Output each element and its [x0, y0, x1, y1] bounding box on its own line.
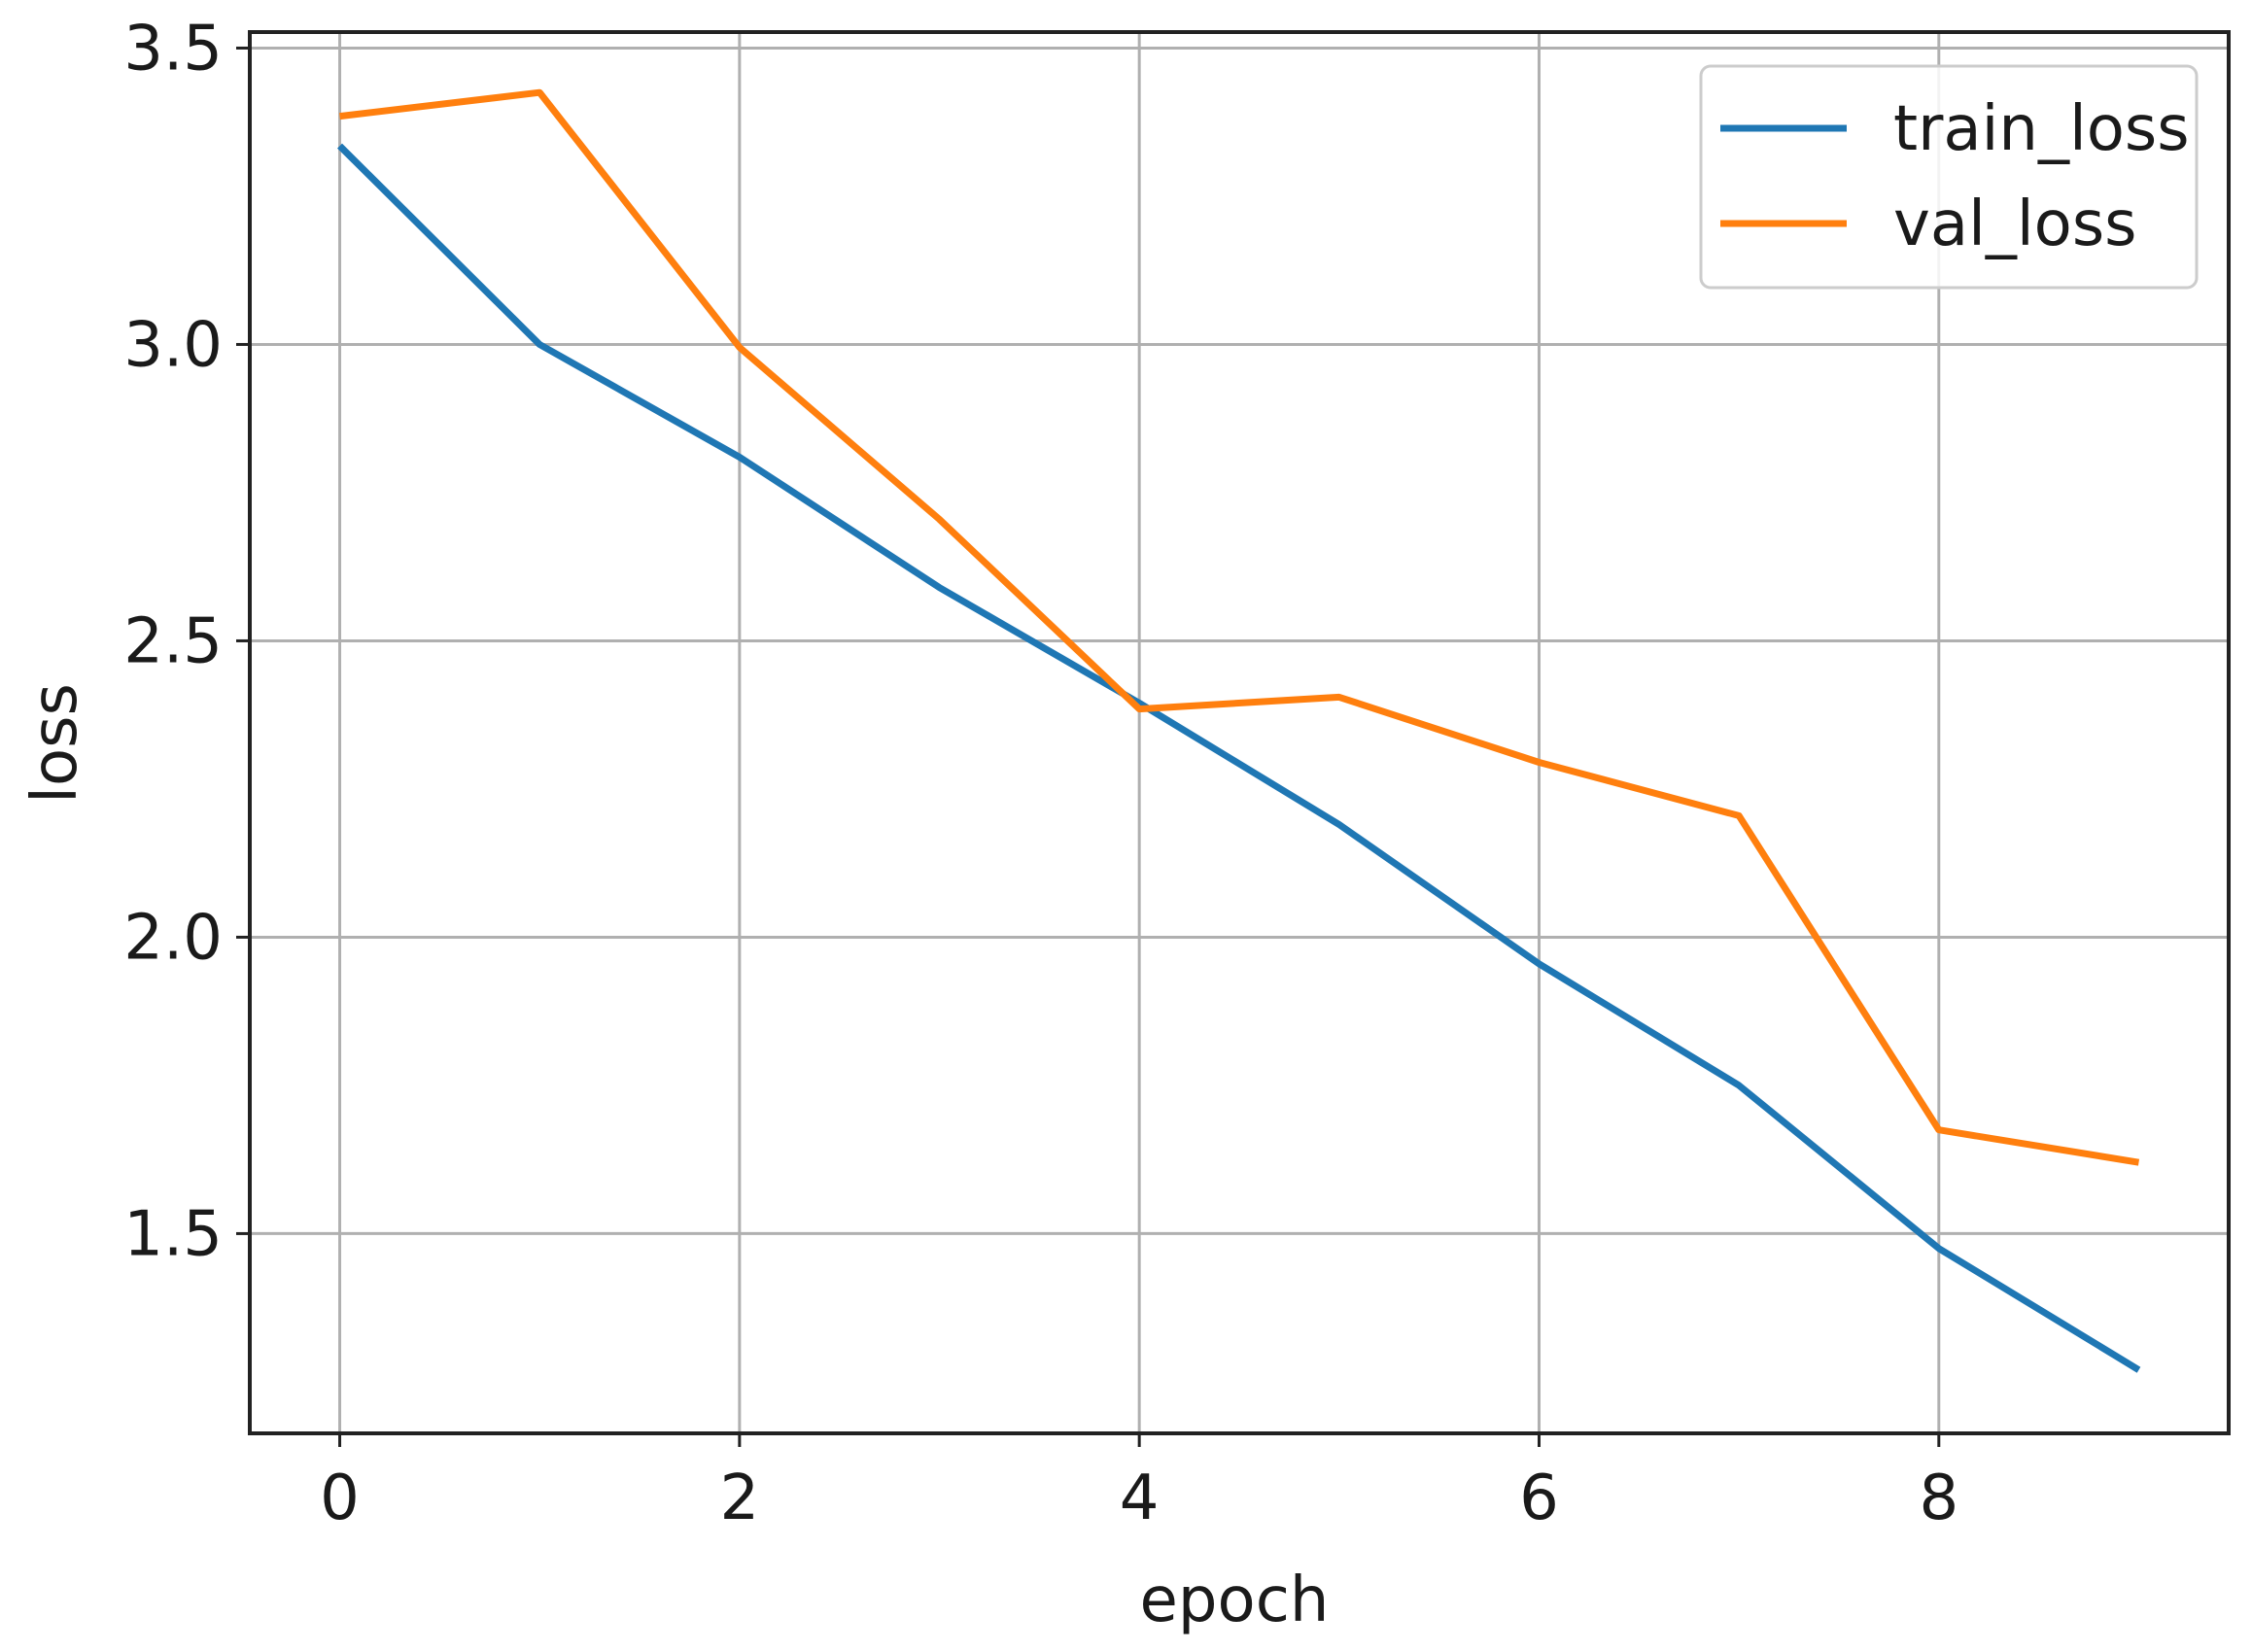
y-tick-label: 3.0 — [123, 309, 223, 381]
grid — [250, 32, 2229, 1433]
x-tick-label: 8 — [1919, 1463, 1958, 1534]
x-axis-label: epoch — [1140, 1565, 1330, 1636]
legend: train_loss val_loss — [1699, 64, 2199, 290]
y-axis-label: loss — [19, 683, 91, 804]
y-tick-label: 1.5 — [123, 1198, 223, 1270]
x-tick-label: 2 — [719, 1463, 759, 1534]
legend-label-val-loss: val_loss — [1893, 189, 2137, 260]
x-tick-label: 4 — [1120, 1463, 1160, 1534]
legend-box — [1699, 64, 2199, 290]
y-tick-label: 2.5 — [123, 605, 223, 677]
series-lines — [337, 88, 2141, 1373]
axis-ticks: 0 2 4 6 8 1.5 2.0 2.5 3.0 3.5 — [123, 13, 1958, 1534]
plot-area-frame — [248, 30, 2231, 1435]
x-tick-label: 0 — [320, 1463, 360, 1534]
y-tick-label: 2.0 — [123, 902, 223, 974]
series-line-train-loss — [337, 143, 2141, 1373]
legend-label-train-loss: train_loss — [1893, 93, 2190, 165]
y-tick-label: 3.5 — [123, 13, 223, 85]
series-line-val-loss — [339, 88, 2140, 1166]
x-tick-label: 6 — [1519, 1463, 1559, 1534]
